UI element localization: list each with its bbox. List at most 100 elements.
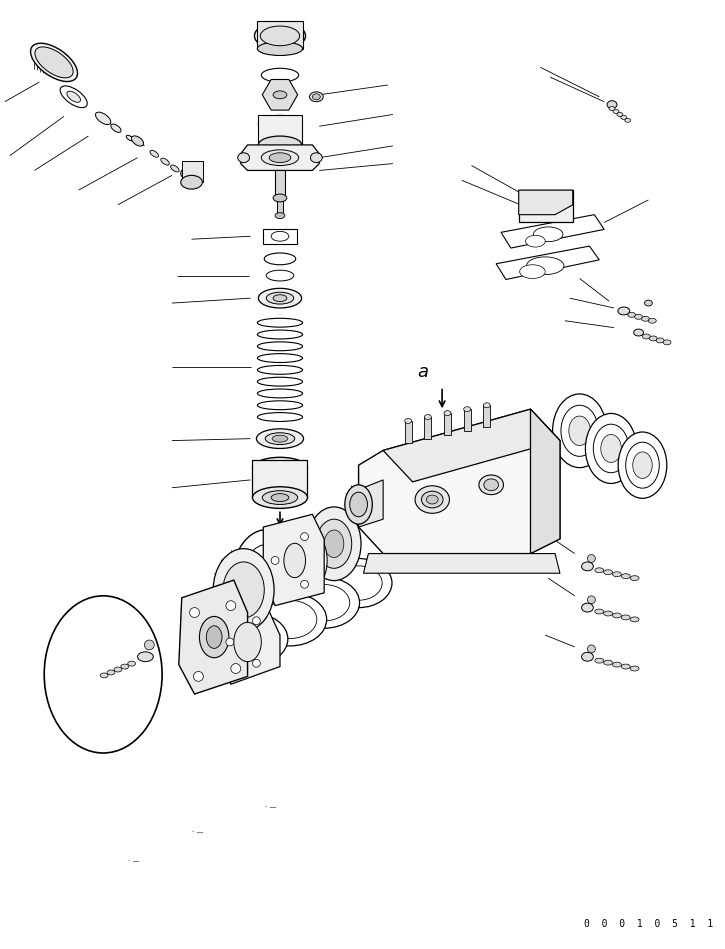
Ellipse shape	[520, 265, 545, 278]
Ellipse shape	[258, 116, 302, 133]
Ellipse shape	[199, 617, 229, 658]
Ellipse shape	[569, 416, 590, 445]
Ellipse shape	[273, 91, 287, 99]
Bar	[518, 190, 573, 221]
Ellipse shape	[585, 414, 637, 483]
Ellipse shape	[262, 491, 298, 505]
Ellipse shape	[299, 585, 349, 621]
Ellipse shape	[219, 613, 288, 664]
Ellipse shape	[107, 670, 115, 675]
Ellipse shape	[642, 334, 650, 339]
Ellipse shape	[257, 42, 302, 55]
Ellipse shape	[269, 153, 291, 162]
Ellipse shape	[604, 569, 613, 575]
Ellipse shape	[613, 613, 621, 618]
Ellipse shape	[335, 566, 382, 601]
Ellipse shape	[278, 526, 327, 595]
Circle shape	[271, 556, 279, 565]
Ellipse shape	[181, 176, 202, 189]
Polygon shape	[263, 230, 297, 244]
Ellipse shape	[244, 544, 291, 608]
Ellipse shape	[181, 166, 202, 180]
Bar	[275, 171, 285, 198]
Ellipse shape	[552, 394, 607, 468]
Ellipse shape	[324, 530, 344, 557]
Circle shape	[587, 645, 595, 653]
Ellipse shape	[286, 536, 320, 585]
Ellipse shape	[604, 611, 613, 616]
Ellipse shape	[128, 661, 136, 666]
Circle shape	[144, 640, 154, 650]
Ellipse shape	[161, 158, 170, 165]
Polygon shape	[531, 409, 560, 553]
Text: a: a	[257, 534, 268, 552]
Ellipse shape	[252, 457, 307, 479]
Ellipse shape	[114, 667, 122, 672]
Ellipse shape	[650, 336, 658, 341]
Polygon shape	[359, 409, 560, 553]
Polygon shape	[214, 603, 280, 684]
Ellipse shape	[262, 601, 317, 639]
Circle shape	[226, 638, 233, 646]
Ellipse shape	[625, 119, 631, 122]
Ellipse shape	[258, 288, 302, 308]
Ellipse shape	[634, 329, 644, 336]
Ellipse shape	[121, 664, 129, 669]
Ellipse shape	[257, 429, 304, 449]
Bar	[464, 409, 471, 431]
Ellipse shape	[609, 106, 615, 110]
Ellipse shape	[284, 543, 305, 578]
Bar	[277, 198, 283, 215]
Ellipse shape	[633, 452, 652, 478]
Ellipse shape	[421, 492, 443, 508]
Polygon shape	[179, 580, 247, 694]
Ellipse shape	[266, 270, 294, 281]
Ellipse shape	[258, 136, 302, 154]
Ellipse shape	[261, 150, 299, 165]
Circle shape	[587, 554, 595, 563]
Polygon shape	[518, 190, 573, 214]
Ellipse shape	[44, 596, 162, 753]
Ellipse shape	[642, 316, 650, 322]
Ellipse shape	[349, 493, 368, 517]
Ellipse shape	[621, 615, 630, 620]
Ellipse shape	[35, 47, 73, 78]
Ellipse shape	[484, 479, 499, 491]
Circle shape	[252, 617, 260, 624]
Ellipse shape	[170, 165, 179, 172]
Ellipse shape	[593, 424, 629, 473]
Ellipse shape	[621, 664, 630, 669]
Circle shape	[301, 581, 308, 588]
Ellipse shape	[484, 402, 490, 408]
Ellipse shape	[630, 666, 639, 671]
Ellipse shape	[581, 652, 593, 661]
Polygon shape	[383, 409, 560, 482]
Ellipse shape	[265, 253, 296, 265]
Ellipse shape	[252, 487, 307, 509]
Ellipse shape	[663, 340, 671, 344]
Ellipse shape	[261, 68, 299, 82]
Ellipse shape	[613, 571, 621, 577]
Ellipse shape	[634, 314, 642, 319]
Ellipse shape	[426, 495, 438, 504]
Polygon shape	[241, 145, 319, 171]
Ellipse shape	[621, 574, 630, 579]
Ellipse shape	[131, 136, 144, 146]
Ellipse shape	[310, 92, 323, 102]
Ellipse shape	[526, 257, 564, 274]
Ellipse shape	[229, 621, 278, 658]
Circle shape	[252, 660, 260, 667]
Polygon shape	[359, 480, 383, 527]
Ellipse shape	[238, 153, 249, 162]
Ellipse shape	[613, 662, 621, 667]
Ellipse shape	[273, 194, 287, 202]
Ellipse shape	[312, 94, 320, 100]
Ellipse shape	[630, 576, 639, 581]
Ellipse shape	[275, 213, 285, 218]
Ellipse shape	[326, 559, 392, 607]
Ellipse shape	[289, 577, 360, 628]
Circle shape	[190, 607, 199, 618]
Ellipse shape	[613, 109, 619, 114]
Ellipse shape	[233, 530, 302, 623]
Ellipse shape	[581, 562, 593, 570]
